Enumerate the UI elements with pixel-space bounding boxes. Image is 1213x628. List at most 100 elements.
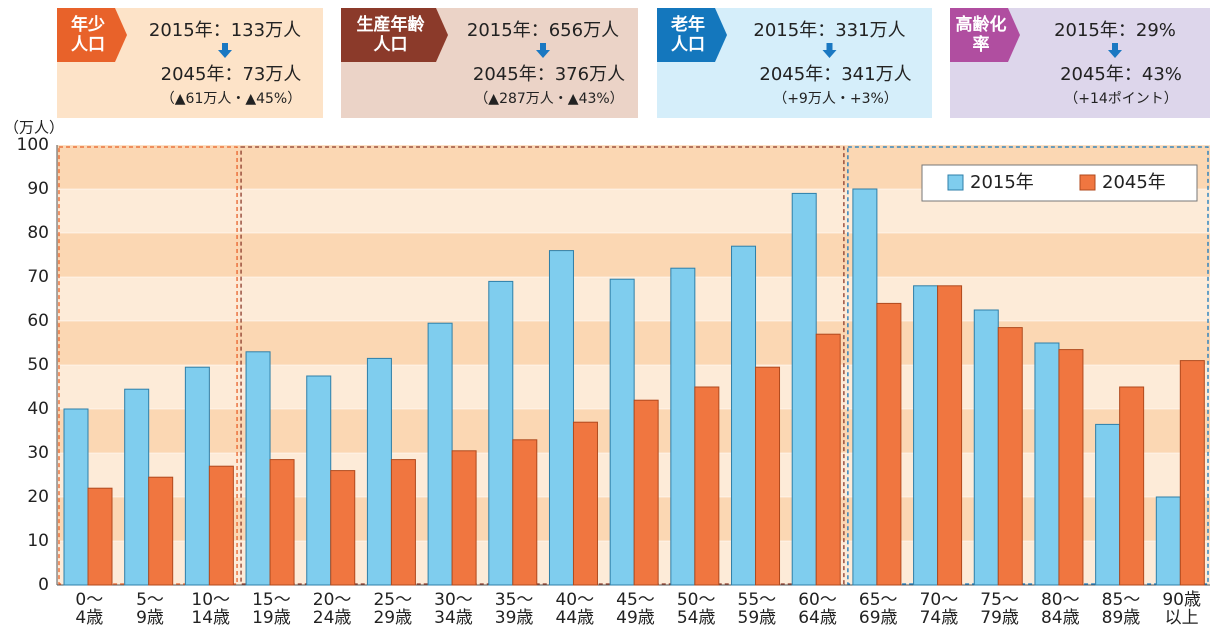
x-tick-label: 5～ 9歳	[136, 590, 164, 628]
summary-tag-text: 老年人口	[670, 14, 705, 55]
y-tick-label: 90	[27, 179, 49, 199]
y-tick-label: 10	[27, 531, 49, 551]
bar	[427, 322, 453, 586]
bar	[791, 192, 817, 586]
bar	[451, 450, 477, 586]
summary-tag-text: 高齢化率	[956, 14, 1007, 55]
x-tick-label: 65～ 69歳	[859, 590, 898, 628]
y-tick-label: 100	[17, 135, 49, 155]
bar	[913, 285, 939, 586]
x-tick-label: 40～ 44歳	[555, 590, 594, 628]
summary-tag	[57, 8, 127, 62]
bar	[1179, 360, 1205, 586]
grid-band	[57, 233, 1210, 277]
y-tick-label: 0	[38, 575, 49, 595]
bar	[366, 357, 392, 586]
bar	[63, 408, 89, 586]
summary-tag	[950, 8, 1020, 62]
bar	[997, 327, 1023, 586]
bar	[1119, 386, 1145, 586]
y-tick-label: 20	[27, 487, 49, 507]
bar	[390, 459, 416, 586]
summary-to: 2045年：73万人	[161, 64, 302, 85]
summary-tag-text: 年少人口	[71, 14, 105, 55]
summary-change: （▲61万人・▲45%）	[161, 91, 301, 107]
x-tick-label: 45～ 49歳	[616, 590, 655, 628]
y-axis-label: （万人）	[4, 119, 64, 137]
bar	[1095, 423, 1121, 586]
bar	[148, 476, 174, 586]
x-tick-label: 15～ 19歳	[252, 590, 291, 628]
y-tick-label: 30	[27, 443, 49, 463]
bar	[124, 388, 150, 586]
bar	[852, 188, 878, 586]
bar	[815, 333, 841, 586]
summary-to: 2045年：376万人	[473, 64, 625, 85]
x-tick-label: 85～ 89歳	[1102, 590, 1141, 628]
bar	[609, 278, 635, 586]
bar	[306, 375, 332, 586]
bar	[1058, 349, 1084, 586]
x-tick-label: 50～ 54歳	[677, 590, 716, 628]
bar	[755, 366, 781, 586]
bar	[87, 487, 113, 586]
summary-from: 2015年：133万人	[149, 20, 301, 41]
summary-arrow	[536, 43, 550, 58]
y-tick-label: 60	[27, 311, 49, 331]
bar	[512, 439, 538, 586]
x-tick-label: 25～ 29歳	[373, 590, 412, 628]
bar	[245, 351, 271, 586]
summary-tag	[657, 8, 727, 62]
group-outline	[847, 146, 1209, 585]
summary-arrow	[1108, 43, 1122, 58]
bar	[1155, 496, 1181, 586]
x-tick-label: 70～ 74歳	[920, 590, 959, 628]
summary-from: 2015年：331万人	[753, 20, 905, 41]
bar	[937, 285, 963, 586]
bar	[670, 267, 696, 586]
group-outline	[240, 146, 845, 585]
x-tick-label: 30～ 34歳	[434, 590, 473, 628]
bar	[269, 459, 295, 586]
bar	[184, 366, 210, 586]
bar	[208, 465, 234, 586]
x-tick-label: 60～ 64歳	[798, 590, 837, 628]
bar	[694, 386, 720, 586]
summary-change: （+9万人・+3%）	[773, 91, 898, 107]
bar	[572, 421, 598, 586]
x-tick-label: 75～ 79歳	[980, 590, 1019, 628]
x-tick-label: 35～ 39歳	[495, 590, 534, 628]
bar	[330, 470, 356, 586]
bar	[548, 250, 574, 586]
legend-swatch	[1079, 174, 1096, 191]
bar	[731, 245, 757, 586]
group-outline	[58, 146, 238, 585]
summary-to: 2045年：341万人	[759, 64, 911, 85]
summary-tag	[341, 8, 448, 62]
bar	[633, 399, 659, 586]
x-tick-label: 55～ 59歳	[738, 590, 777, 628]
summary-change: （▲287万人・▲43%）	[474, 91, 623, 107]
summary-to: 2045年：43%	[1060, 64, 1182, 85]
x-tick-label: 10～ 14歳	[191, 590, 230, 628]
x-tick-label: 90歳以上	[1162, 590, 1201, 628]
summary-from: 2015年：29%	[1054, 20, 1176, 41]
bar	[1034, 342, 1060, 586]
summary-arrow	[822, 43, 837, 58]
bar	[488, 280, 514, 586]
bar	[973, 309, 999, 586]
y-tick-label: 50	[27, 355, 49, 375]
bar	[876, 302, 902, 586]
legend-box	[921, 164, 1198, 202]
x-tick-label: 80～ 84歳	[1041, 590, 1080, 628]
x-tick-label: 0～ 4歳	[75, 590, 103, 628]
legend-label: 2015年	[970, 172, 1034, 193]
summary-from: 2015年：656万人	[467, 20, 619, 41]
legend-label: 2045年	[1102, 172, 1166, 193]
summary-tag-text: 生産年齢人口	[357, 14, 426, 55]
x-tick-label: 20～ 24歳	[313, 590, 352, 628]
y-tick-label: 40	[27, 399, 49, 419]
legend-swatch	[947, 174, 964, 191]
summary-change: （+14ポイント）	[1064, 91, 1178, 107]
